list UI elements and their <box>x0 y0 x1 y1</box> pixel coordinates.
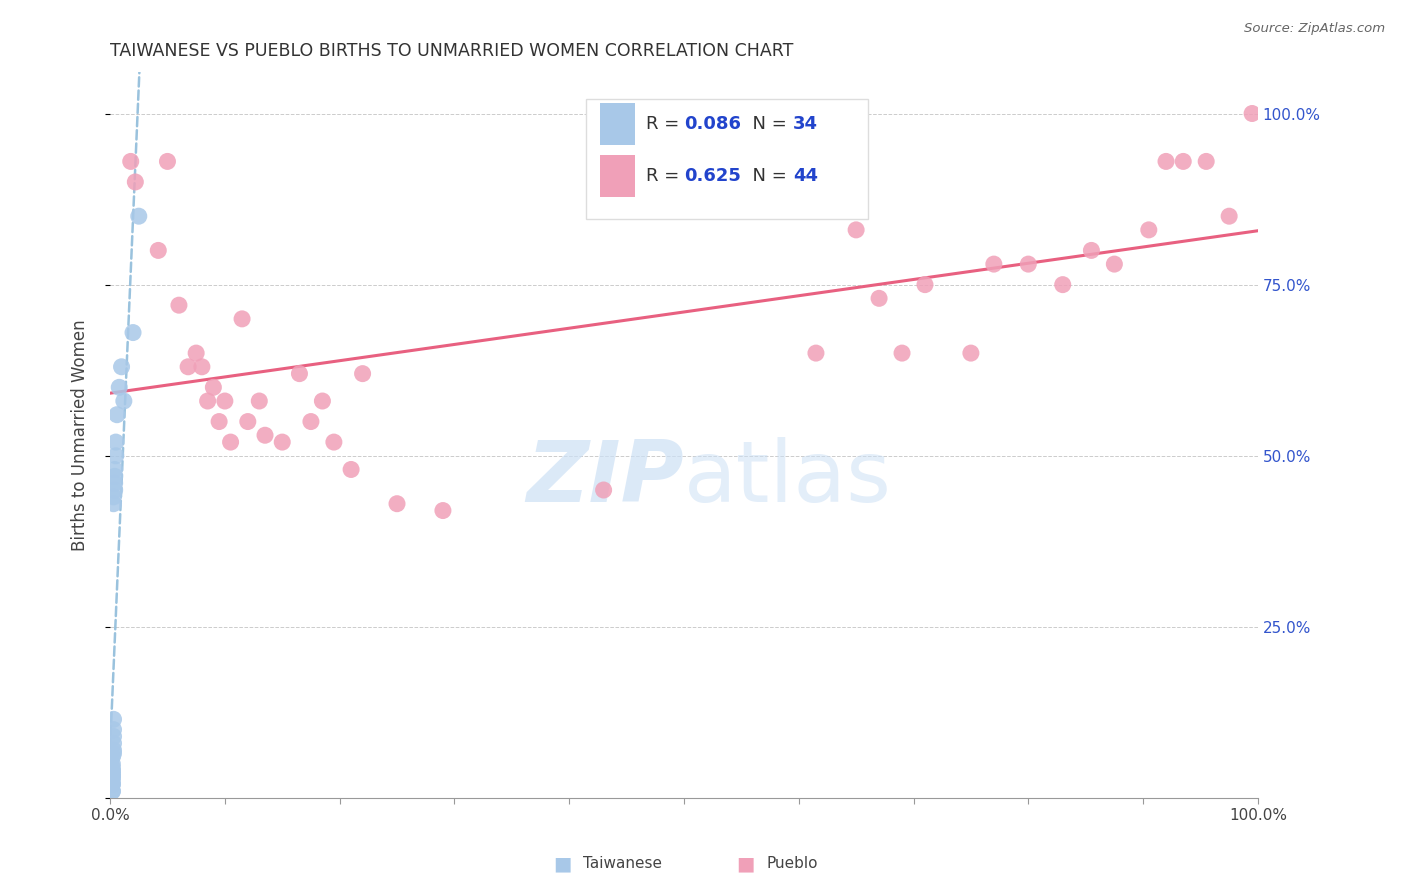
Text: Source: ZipAtlas.com: Source: ZipAtlas.com <box>1244 22 1385 36</box>
Point <box>253 428 276 442</box>
Point <box>104 469 127 483</box>
Point <box>101 777 124 791</box>
Point <box>103 747 125 761</box>
Text: R =: R = <box>647 168 685 186</box>
Y-axis label: Births to Unmarried Women: Births to Unmarried Women <box>72 319 89 551</box>
Point <box>236 415 259 429</box>
Point <box>101 760 124 774</box>
Point <box>845 223 868 237</box>
Point <box>288 367 311 381</box>
Point <box>103 497 125 511</box>
Text: ZIP: ZIP <box>526 437 683 520</box>
Point <box>432 503 454 517</box>
Point <box>108 380 131 394</box>
Point <box>1137 223 1160 237</box>
Point <box>1241 106 1264 120</box>
Point <box>156 154 179 169</box>
Point <box>104 435 127 450</box>
Point <box>105 408 128 422</box>
Point <box>101 771 124 785</box>
Text: Taiwanese: Taiwanese <box>583 856 662 871</box>
Point <box>1218 209 1240 223</box>
Point <box>868 291 890 305</box>
Point <box>148 244 170 258</box>
Point <box>104 449 127 463</box>
Point <box>103 736 125 750</box>
Point <box>247 394 270 409</box>
Point <box>592 483 614 497</box>
Point <box>322 435 344 450</box>
Point <box>983 257 1005 271</box>
Point <box>914 277 936 292</box>
Point <box>101 750 124 764</box>
Point <box>231 311 253 326</box>
Text: N =: N = <box>741 168 793 186</box>
Point <box>104 476 127 491</box>
Point <box>122 326 145 340</box>
Point <box>214 394 236 409</box>
Point <box>101 784 124 798</box>
Text: 34: 34 <box>793 115 818 133</box>
Text: ■: ■ <box>735 854 755 873</box>
Point <box>128 209 150 223</box>
Point <box>103 490 125 504</box>
Point <box>112 394 135 409</box>
Point <box>960 346 983 360</box>
Point <box>271 435 294 450</box>
Text: 0.625: 0.625 <box>683 168 741 186</box>
Point <box>208 415 231 429</box>
Point <box>1154 154 1177 169</box>
Point <box>167 298 190 312</box>
Point <box>311 394 333 409</box>
Point <box>804 346 827 360</box>
Point <box>101 771 124 785</box>
Bar <box>600 155 634 197</box>
Text: ■: ■ <box>553 854 572 873</box>
Point <box>101 764 124 778</box>
Point <box>110 359 132 374</box>
Point <box>197 394 219 409</box>
Text: N =: N = <box>741 115 793 133</box>
Point <box>101 774 124 789</box>
Point <box>104 462 127 476</box>
Point <box>101 767 124 781</box>
Point <box>103 743 125 757</box>
Point <box>191 359 214 374</box>
Point <box>340 462 363 476</box>
Bar <box>600 103 634 145</box>
Point <box>352 367 374 381</box>
Point <box>1104 257 1126 271</box>
Text: TAIWANESE VS PUEBLO BIRTHS TO UNMARRIED WOMEN CORRELATION CHART: TAIWANESE VS PUEBLO BIRTHS TO UNMARRIED … <box>110 42 793 60</box>
Point <box>101 784 124 798</box>
Point <box>385 497 408 511</box>
Text: Pueblo: Pueblo <box>766 856 818 871</box>
Point <box>1017 257 1039 271</box>
Point <box>1173 154 1195 169</box>
Point <box>101 767 124 781</box>
Point <box>101 764 124 778</box>
Text: R =: R = <box>647 115 685 133</box>
Point <box>103 730 125 744</box>
Point <box>124 175 146 189</box>
Point <box>103 712 125 726</box>
Text: 0.086: 0.086 <box>683 115 741 133</box>
Point <box>101 756 124 771</box>
FancyBboxPatch shape <box>586 99 868 219</box>
Point <box>104 483 127 497</box>
Point <box>299 415 322 429</box>
Point <box>891 346 914 360</box>
Point <box>219 435 242 450</box>
Point <box>101 777 124 791</box>
Point <box>1052 277 1074 292</box>
Text: atlas: atlas <box>683 437 891 520</box>
Text: 44: 44 <box>793 168 818 186</box>
Point <box>1080 244 1102 258</box>
Point <box>177 359 200 374</box>
Point <box>202 380 225 394</box>
Point <box>120 154 142 169</box>
Point <box>1195 154 1218 169</box>
Point <box>186 346 208 360</box>
Point <box>103 723 125 737</box>
